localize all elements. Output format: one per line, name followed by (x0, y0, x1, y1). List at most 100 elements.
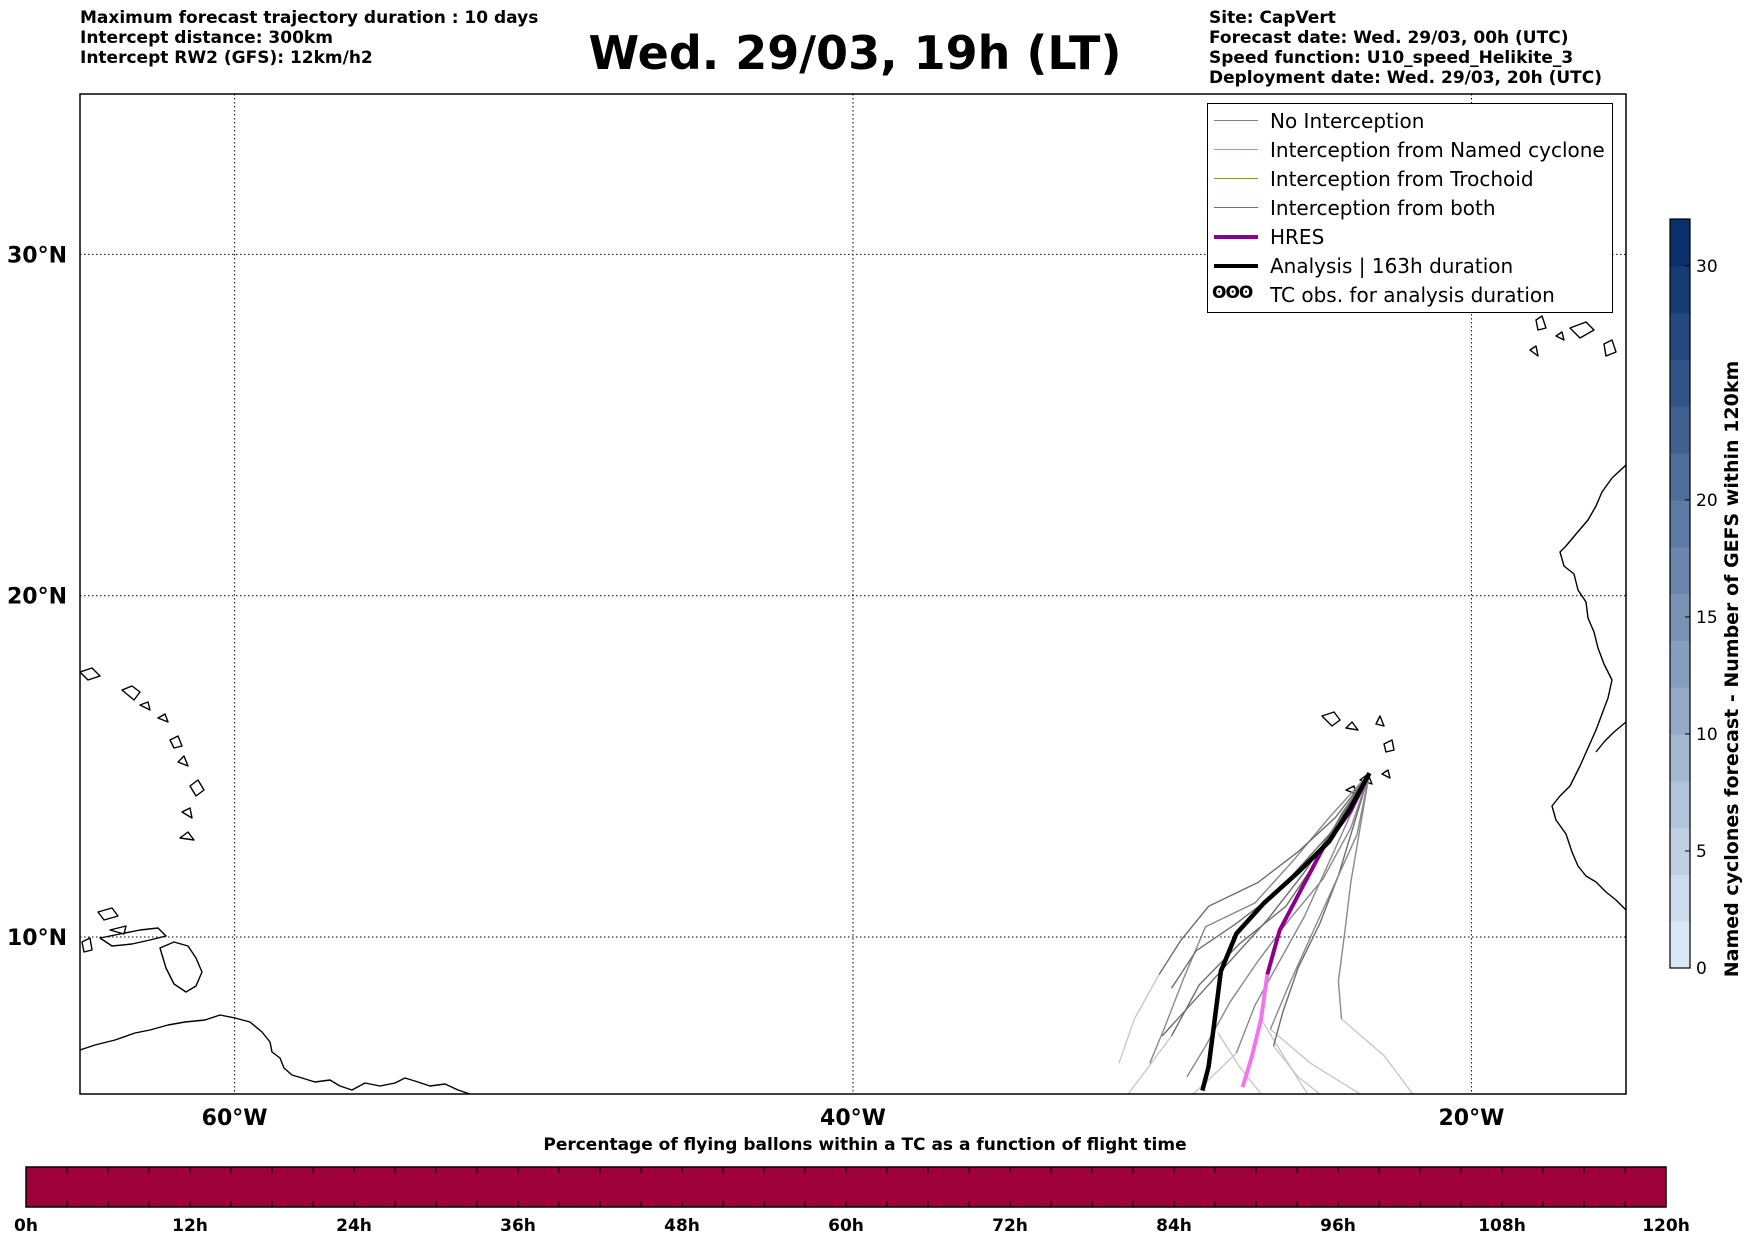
legend-item-analysis: Analysis | 163h duration (1208, 252, 1612, 281)
colorbar-label-text: Named cyclones forecast - Number of GEFS… (1721, 360, 1743, 978)
tc-percentage-fill (25, 1166, 1667, 1208)
legend-label: Interception from both (1270, 196, 1496, 220)
legend-item-no-interception: No Interception (1208, 107, 1612, 136)
legend-swatch (1214, 264, 1258, 268)
colorbar-segment-7 (1670, 593, 1690, 641)
bar-tick-label-6: 72h (992, 1216, 1028, 1236)
ensemble-trajectory-2 (1235, 772, 1371, 1054)
gridlines (80, 94, 1626, 1094)
colorbar-segment-5 (1670, 687, 1690, 735)
legend-swatch (1214, 235, 1258, 239)
late-trajectory-2 (1272, 1045, 1321, 1094)
coast-canary-islands (1529, 315, 1617, 357)
coast-west-africa (1551, 464, 1626, 911)
legend-item-named-cyclone: Interception from Named cyclone (1208, 136, 1612, 165)
legend-swatch (1214, 178, 1258, 179)
colorbar-segment-10 (1670, 453, 1690, 501)
lat-tick-label-1: 20°N (7, 585, 67, 610)
colorbar-segment-0 (1670, 921, 1690, 969)
legend-item-hres: HRES (1208, 223, 1612, 252)
ensemble-trajectory-5 (1158, 772, 1370, 975)
analysis-trajectory (1200, 772, 1372, 1092)
colorbar-segment-11 (1670, 406, 1690, 454)
legend-item-both: Interception from both (1208, 194, 1612, 223)
ensemble-trajectory-8 (1269, 773, 1371, 1030)
colorbar-segment-12 (1670, 359, 1690, 407)
tc-obs-glyph-icon: ʘʘʘ (1212, 283, 1253, 303)
bar-tick-label-0: 0h (14, 1216, 38, 1236)
map-frame (79, 93, 1627, 1095)
legend-label: No Interception (1270, 109, 1425, 133)
bar-tick-label-1: 12h (172, 1216, 208, 1236)
bar-tick-label-2: 24h (336, 1216, 372, 1236)
deployment-date-text: Deployment date: Wed. 29/03, 20h (UTC) (1209, 68, 1603, 88)
site-info: Site: CapVert Forecast date: Wed. 29/03,… (1209, 8, 1602, 88)
colorbar-tick-label-5: 30 (1696, 257, 1718, 277)
coast-lesser-antilles (80, 667, 205, 841)
legend-label: Interception from Trochoid (1270, 167, 1534, 191)
axis-ticks: 60°W 40°W 20°W 30°N 20°N 10°N (7, 243, 1504, 1131)
trajectories (1118, 772, 1414, 1094)
ensemble-trajectory-4 (1337, 773, 1371, 1019)
lon-tick-label-0: 60°W (202, 1106, 268, 1131)
tc-percentage-bar: 0h 12h 24h 36h 48h 60h 72h 84h 96h 108h 120h (14, 1166, 1690, 1236)
intercept-distance-text: Intercept distance: 300km (80, 28, 333, 48)
legend-label: HRES (1270, 225, 1325, 249)
speed-function-text: Speed function: U10_speed_Helikite_3 (1209, 48, 1574, 68)
lat-tick-label-2: 10°N (7, 926, 67, 951)
page-title: Wed. 29/03, 19h (LT) (588, 26, 1122, 80)
legend-label: TC obs. for analysis duration (1270, 283, 1555, 307)
legend: No Interception Interception from Named … (1207, 103, 1613, 313)
colorbar-segment-4 (1670, 733, 1690, 782)
legend-swatch (1214, 120, 1258, 121)
colorbar-frame (1669, 218, 1691, 969)
legend-item-tc-obs: ʘʘʘ TC obs. for analysis duration (1208, 281, 1612, 310)
bar-tick-label-3: 36h (500, 1216, 536, 1236)
colorbar-tick-label-2: 10 (1696, 725, 1718, 745)
bar-tick-label-4: 48h (664, 1216, 700, 1236)
legend-item-trochoid: Interception from Trochoid (1208, 165, 1612, 194)
intercept-rw2-text: Intercept RW2 (GFS): 12km/h2 (80, 48, 373, 68)
late-trajectory-7 (1217, 1032, 1262, 1094)
coast-cape-verde (1321, 711, 1395, 795)
ensemble-trajectory-9 (1161, 772, 1370, 1037)
colorbar-tick-label-4: 20 (1696, 491, 1718, 511)
colorbar-tick-label-0: 0 (1696, 959, 1707, 979)
legend-label: Analysis | 163h duration (1270, 254, 1514, 278)
bar-tick-label-9: 108h (1478, 1216, 1526, 1236)
coast-africa-inlet (1595, 721, 1626, 753)
bar-tick-label-7: 84h (1156, 1216, 1192, 1236)
colorbar-segment-1 (1670, 874, 1690, 922)
ensemble-trajectory-6 (1186, 772, 1371, 1078)
late-trajectory-5 (1118, 974, 1160, 1064)
bar-tick-label-5: 60h (828, 1216, 864, 1236)
max-duration-text: Maximum forecast trajectory duration : 1… (80, 8, 539, 28)
late-trajectory-1 (1192, 1052, 1237, 1094)
hres-trajectory-late (1240, 974, 1270, 1088)
late-trajectory-3 (1341, 1018, 1414, 1094)
ensemble-trajectory-0 (1149, 772, 1370, 1064)
colorbar-tick-label-3: 15 (1696, 608, 1718, 628)
late-trajectory-0 (1127, 1035, 1173, 1094)
bar-tick-label-10: 120h (1642, 1216, 1690, 1236)
ensemble-trajectory-3 (1272, 772, 1371, 1047)
lon-tick-label-1: 40°W (820, 1106, 886, 1131)
colorbar-segment-14 (1670, 265, 1690, 314)
coastlines (80, 315, 1626, 1094)
named-cyclone-colorbar: 0 5 10 15 20 30 (1669, 218, 1718, 979)
colorbar-segment-13 (1670, 312, 1690, 361)
ensemble-trajectory-1 (1170, 772, 1370, 1037)
bar-tick-label-8: 96h (1320, 1216, 1356, 1236)
legend-swatch (1214, 149, 1258, 150)
coast-caribbean (81, 907, 203, 993)
colorbar-tick-label-1: 5 (1696, 842, 1707, 862)
coast-south-america (80, 1014, 471, 1094)
legend-swatch (1214, 207, 1258, 208)
forecast-parameters: Maximum forecast trajectory duration : 1… (80, 8, 538, 68)
bar-title: Percentage of flying ballons within a TC… (543, 1135, 1187, 1155)
forecast-date-text: Forecast date: Wed. 29/03, 00h (UTC) (1209, 28, 1569, 48)
legend-label: Interception from Named cyclone (1270, 138, 1605, 162)
lat-tick-label-0: 30°N (7, 243, 67, 268)
colorbar-segment-9 (1670, 499, 1690, 548)
